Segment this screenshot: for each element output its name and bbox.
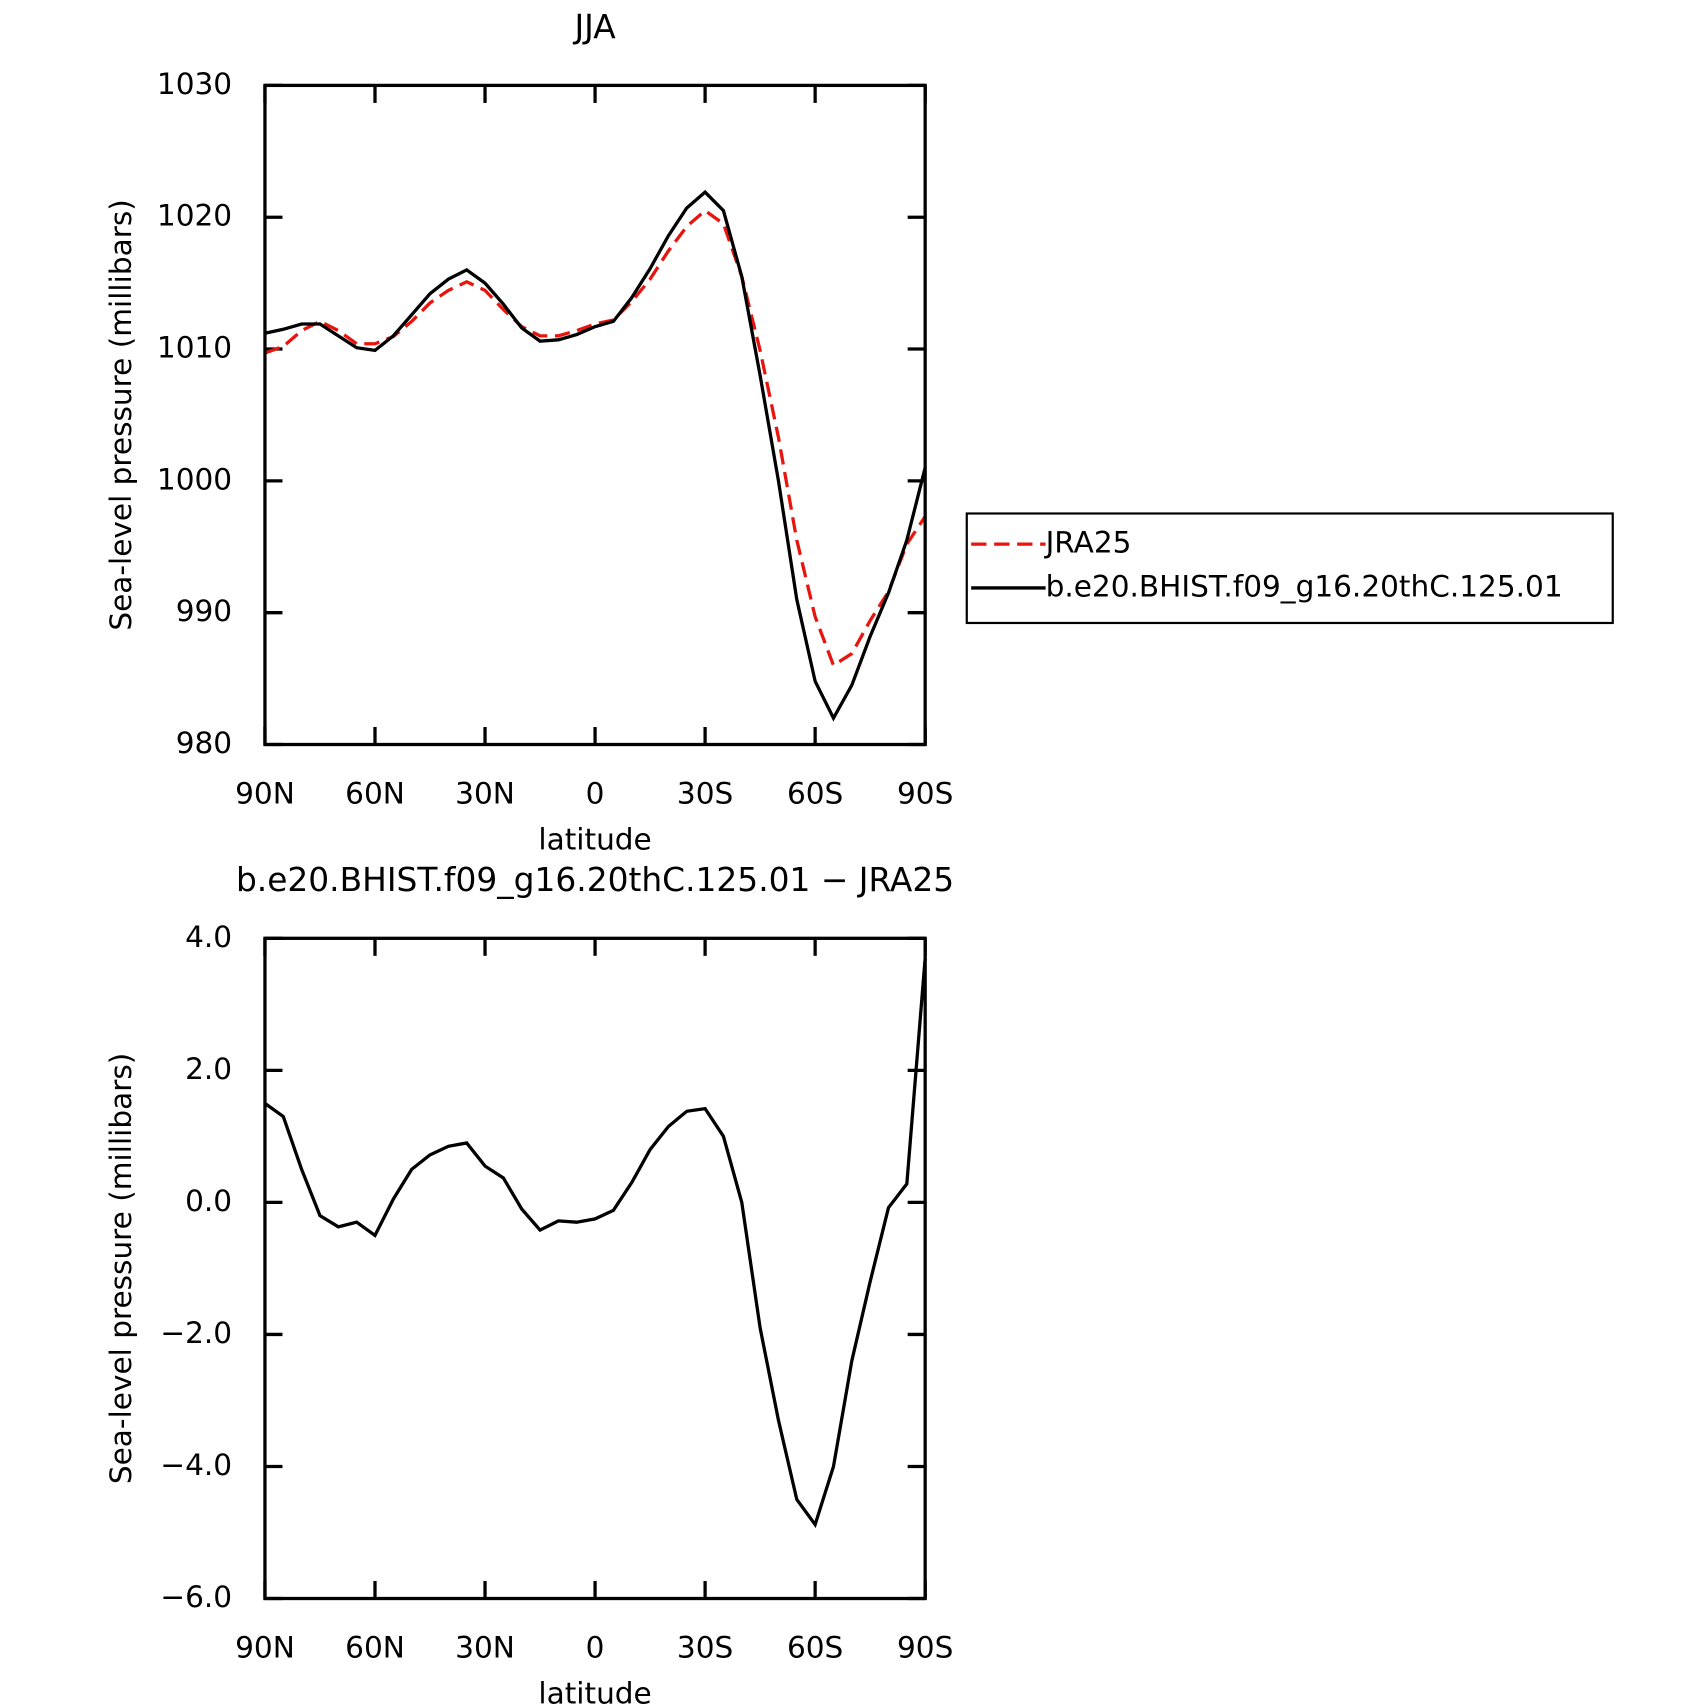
x-tick-label: 60N — [345, 776, 405, 810]
chart-title: JJA — [572, 8, 616, 46]
y-tick-label: 980 — [176, 726, 232, 760]
series-line — [264, 189, 927, 722]
x-tick-label: 30S — [677, 1630, 733, 1664]
y-tick-label: 2.0 — [185, 1052, 232, 1086]
y-tick-label: −2.0 — [160, 1316, 232, 1350]
y-tick-label: 0.0 — [185, 1184, 232, 1218]
legend-label: JRA25 — [1044, 526, 1132, 560]
x-tick-label: 60S — [787, 1630, 843, 1664]
plot-frame — [263, 936, 927, 1601]
series-line — [263, 957, 927, 1529]
y-tick-label: 1000 — [157, 462, 232, 496]
x-tick-label: 30N — [455, 776, 515, 810]
x-axis-label: latitude — [538, 822, 651, 856]
y-axis-label: Sea-level pressure (millibars) — [104, 1053, 138, 1484]
x-tick-label: 60N — [345, 1630, 405, 1664]
x-tick-label: 0 — [586, 776, 605, 810]
y-tick-label: 1030 — [157, 67, 232, 101]
chart-title: b.e20.BHIST.f09_g16.20thC.125.01 − JRA25 — [236, 861, 954, 899]
x-tick-label: 0 — [586, 1630, 605, 1664]
y-tick-label: 1020 — [157, 199, 232, 233]
x-axis-label: latitude — [538, 1676, 651, 1708]
x-tick-label: 30S — [677, 776, 733, 810]
y-tick-label: 1010 — [157, 331, 232, 365]
y-tick-label: 4.0 — [185, 920, 232, 954]
x-tick-label: 30N — [455, 1630, 515, 1664]
x-tick-label: 90N — [235, 1630, 295, 1664]
series-line — [264, 208, 927, 668]
legend-box — [965, 512, 1614, 625]
plot-frame — [263, 83, 927, 747]
y-tick-label: −6.0 — [160, 1580, 232, 1614]
legend-label: b.e20.BHIST.f09_g16.20thC.125.01 — [1046, 569, 1563, 603]
x-tick-label: 60S — [787, 776, 843, 810]
x-tick-label: 90S — [897, 1630, 953, 1664]
y-tick-label: 990 — [176, 594, 232, 628]
y-axis-label: Sea-level pressure (millibars) — [104, 199, 138, 630]
x-tick-label: 90S — [897, 776, 953, 810]
y-tick-label: −4.0 — [160, 1448, 232, 1482]
x-tick-label: 90N — [235, 776, 295, 810]
